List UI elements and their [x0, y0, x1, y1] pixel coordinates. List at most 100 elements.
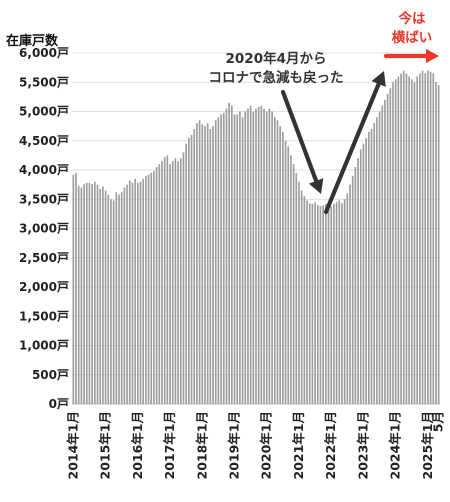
y-tick-label: 5,000戸 — [19, 105, 69, 119]
bar — [120, 192, 123, 404]
bar — [282, 131, 284, 404]
bar — [381, 105, 384, 405]
bar — [241, 117, 244, 404]
bar — [220, 114, 222, 405]
bar — [214, 120, 217, 405]
y-tick-label: 500戸 — [32, 368, 69, 382]
bar — [263, 108, 265, 404]
x-tick-label: 2018年1月 — [194, 411, 209, 480]
y-tick-label: 6,000戸 — [19, 46, 69, 60]
bar — [300, 190, 303, 404]
bar — [131, 182, 134, 404]
bar — [198, 120, 201, 405]
bar — [217, 117, 220, 404]
x-tick-label: 2024年1月 — [388, 411, 403, 480]
bar — [163, 157, 166, 404]
bar — [225, 108, 228, 404]
bar — [373, 123, 376, 404]
bar — [147, 174, 150, 404]
bar — [174, 158, 177, 404]
bar — [279, 126, 282, 405]
bar — [83, 184, 85, 404]
bar — [287, 146, 290, 404]
bar — [85, 182, 88, 404]
bar — [72, 174, 75, 404]
bar — [201, 124, 204, 405]
x-tick-label: 2023年1月 — [355, 411, 370, 480]
bar — [80, 187, 83, 404]
bar — [365, 137, 367, 404]
bar — [142, 178, 145, 404]
bar — [188, 137, 190, 404]
bar — [209, 129, 212, 405]
x-tick-label: 5月 — [431, 411, 446, 432]
bar — [118, 194, 120, 404]
bar — [367, 131, 370, 404]
bar — [206, 123, 209, 404]
x-tick-label: 2025年1月 — [420, 411, 435, 480]
x-tick-label: 2019年1月 — [227, 411, 242, 480]
bar — [410, 79, 413, 404]
bar — [247, 108, 249, 404]
annotation-now-line1: 今は — [399, 10, 426, 27]
bar — [351, 175, 354, 404]
bar — [405, 73, 408, 404]
bar — [179, 158, 182, 404]
bar — [435, 82, 437, 404]
bar — [239, 111, 241, 404]
bar — [244, 111, 247, 404]
x-tick-label: 2017年1月 — [162, 411, 177, 480]
bar — [394, 79, 397, 404]
bar — [104, 190, 107, 404]
bar — [327, 202, 330, 404]
bar — [233, 114, 236, 405]
y-tick-label: 1,000戸 — [19, 339, 69, 353]
x-axis-tick-labels: 2014年1月 2015年1月 2016年1月 2017年1月 2018年1月 2019年… — [65, 411, 445, 480]
bar — [437, 85, 440, 405]
bar — [386, 93, 389, 404]
bar — [139, 181, 142, 404]
bar — [335, 202, 338, 404]
bar — [408, 76, 410, 405]
bar — [182, 152, 185, 404]
bar — [338, 200, 341, 404]
bar — [325, 203, 327, 404]
y-tick-label: 0戸 — [49, 397, 69, 411]
bar — [308, 203, 311, 404]
bar — [354, 167, 357, 404]
bar — [397, 76, 400, 405]
bar — [145, 175, 147, 404]
bar — [303, 196, 306, 404]
bar — [236, 114, 239, 405]
bar — [252, 111, 255, 404]
x-tick-label: 2014年1月 — [65, 411, 80, 480]
bar — [276, 120, 279, 405]
bar — [265, 111, 268, 404]
bar — [424, 73, 427, 404]
bar — [421, 70, 424, 405]
bar — [298, 181, 300, 404]
y-tick-label: 1,500戸 — [19, 309, 69, 323]
bar — [257, 106, 260, 404]
chart-title: 在庫戸数 — [6, 33, 59, 49]
bar — [429, 71, 432, 404]
bar — [177, 161, 179, 404]
y-axis-tick-labels: 0戸 500戸 1,000戸 1,500戸 2,000戸 2,500戸 3,000戸 3,50… — [19, 46, 69, 411]
bar — [112, 200, 115, 404]
bar — [110, 199, 112, 404]
bar — [228, 102, 230, 404]
bar — [88, 182, 91, 404]
bar — [322, 205, 324, 404]
bar — [343, 199, 346, 404]
bar — [402, 70, 405, 405]
bar-series — [72, 70, 440, 405]
bar — [419, 73, 421, 404]
bar — [204, 126, 206, 405]
bar — [190, 134, 193, 404]
bar — [341, 203, 343, 404]
bar — [107, 194, 110, 404]
bar — [77, 185, 80, 404]
bar — [389, 88, 392, 404]
x-tick-label: 2020年1月 — [259, 411, 274, 480]
